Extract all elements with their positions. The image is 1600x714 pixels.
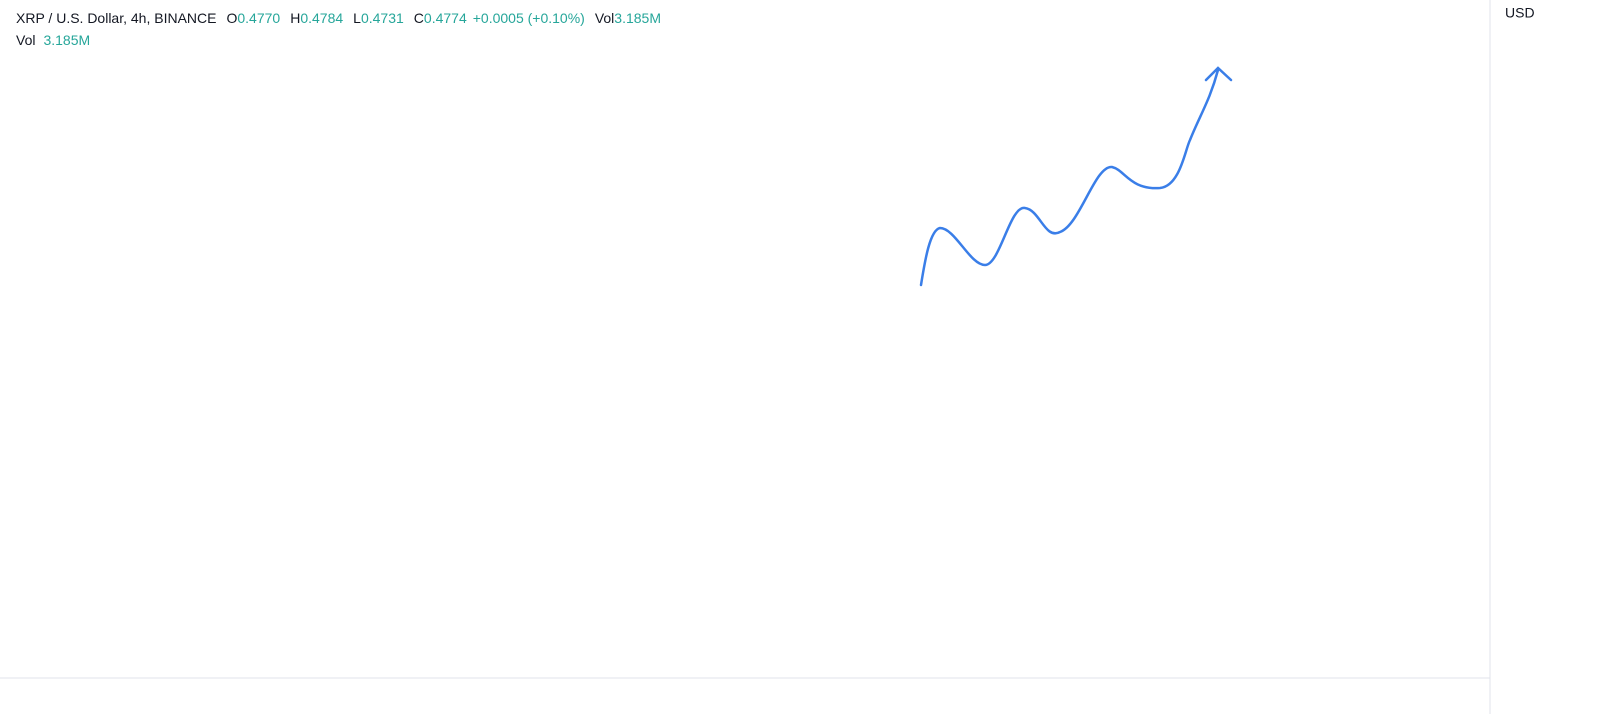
legend-text: XRP / U.S. Dollar, 4h, BINANCE [16,10,216,26]
legend-text: 3.185M [614,10,661,26]
legend-text: 0.4731 [361,10,404,26]
legend-text: +0.0005 (+0.10%) [473,10,585,26]
legend-text: 3.185M [43,32,90,48]
legend-row: XRP / U.S. Dollar, 4h, BINANCE O0.4770 H0.… [16,10,661,26]
legend-text: Vol [595,10,614,26]
legend-text: 0.4784 [300,10,343,26]
forecast-drawing [919,66,1233,287]
legend-row: Vol 3.185M [16,32,90,48]
legend-text: C [414,10,424,26]
legend-text: O [226,10,237,26]
legend-text: Vol [16,32,35,48]
currency: USD [1505,5,1535,21]
legend-text: L [353,10,361,26]
legend-text: H [290,10,300,26]
legend-text: 0.4770 [237,10,280,26]
legend-text: 0.4774 [424,10,467,26]
